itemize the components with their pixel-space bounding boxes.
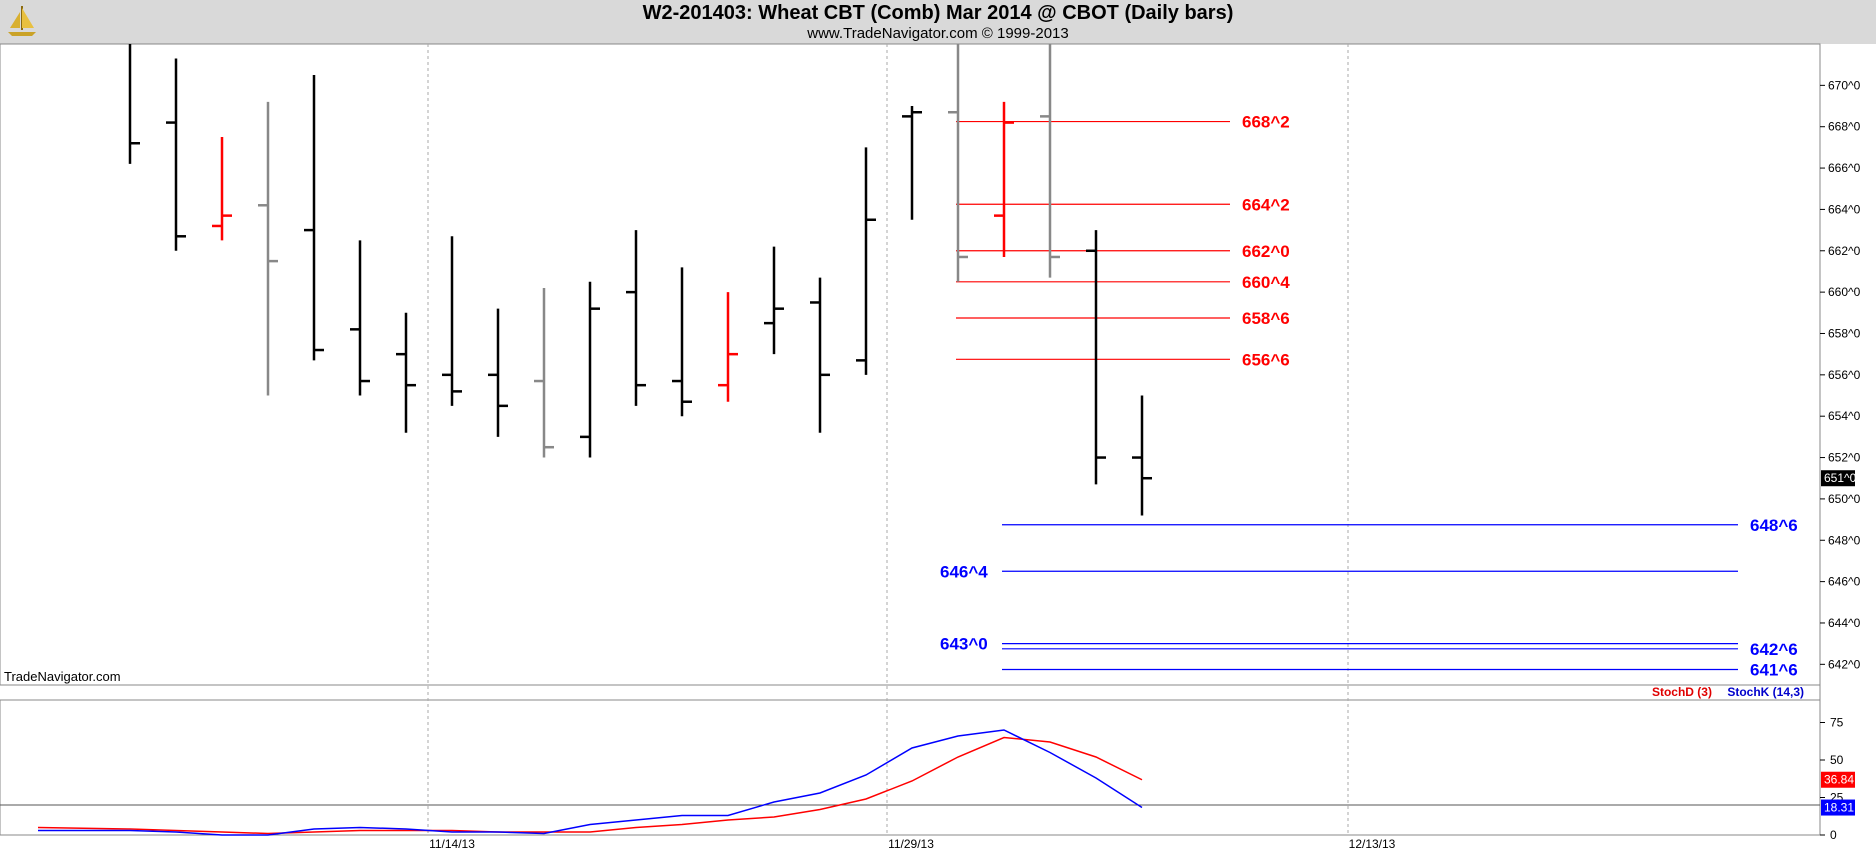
resistance-label: 662^0 — [1242, 242, 1290, 261]
y-tick-label: 654^0 — [1828, 409, 1861, 423]
stochk-legend: StochK (14,3) — [1727, 685, 1804, 699]
stoch-series-line — [37, 736, 1143, 835]
ind-last-value-tag — [1821, 799, 1855, 816]
resistance-label: 668^2 — [1242, 113, 1290, 132]
x-tick-label: 11/29/13 — [888, 837, 934, 851]
y-tick-label: 668^0 — [1828, 120, 1861, 134]
ind-y-tick-label: 0 — [1830, 828, 1837, 842]
stochd-legend: StochD (3) — [1651, 685, 1712, 699]
header-bar: W2-201403: Wheat CBT (Comb) Mar 2014 @ C… — [0, 0, 1876, 44]
chart-title: W2-201403: Wheat CBT (Comb) Mar 2014 @ C… — [642, 2, 1234, 24]
x-tick-label: 12/13/13 — [1349, 837, 1396, 851]
y-tick-label: 666^0 — [1828, 161, 1861, 175]
stoch-series-line — [38, 729, 1143, 836]
price-panel — [0, 43, 1821, 686]
watermark: TradeNavigator.com — [4, 669, 121, 684]
chart-subtitle: www.TradeNavigator.com © 1999-2013 — [807, 25, 1069, 42]
y-tick-label: 662^0 — [1828, 244, 1861, 258]
indicator-legend: StochD (3) StochK (14,3) — [1652, 685, 1804, 699]
last-price-label: 651^0 — [1824, 471, 1857, 485]
resistance-label: 658^6 — [1242, 309, 1290, 328]
y-tick-label: 648^0 — [1828, 533, 1861, 547]
y-tick-label: 650^0 — [1828, 492, 1861, 506]
y-tick-label: 644^0 — [1828, 616, 1861, 630]
resistance-label: 660^4 — [1242, 273, 1290, 292]
y-tick-label: 670^0 — [1828, 78, 1861, 92]
ind-y-tick-label: 75 — [1830, 716, 1844, 730]
ind-y-tick-label: 50 — [1830, 753, 1844, 767]
y-tick-label: 658^0 — [1828, 326, 1861, 340]
support-label: 648^6 — [1750, 516, 1798, 535]
ind-last-value-tag — [1821, 771, 1855, 788]
y-tick-label: 642^0 — [1828, 657, 1861, 671]
y-tick-label: 656^0 — [1828, 368, 1861, 382]
support-label: 643^0 — [940, 635, 988, 654]
ind-last-value-label: 18.31 — [1824, 801, 1854, 815]
resistance-label: 656^6 — [1242, 350, 1290, 369]
last-price-tag — [1821, 470, 1855, 487]
y-tick-label: 660^0 — [1828, 285, 1861, 299]
tradenavigator-logo-icon — [8, 6, 36, 36]
resistance-label: 664^2 — [1242, 195, 1290, 214]
x-tick-label: 11/14/13 — [429, 837, 475, 851]
y-tick-label: 646^0 — [1828, 575, 1861, 589]
support-label: 646^4 — [940, 562, 988, 581]
support-label: 641^6 — [1750, 660, 1798, 679]
y-tick-label: 664^0 — [1828, 202, 1861, 216]
ind-last-value-label: 36.84 — [1824, 773, 1854, 787]
y-tick-label: 652^0 — [1828, 451, 1861, 465]
indicator-panel — [0, 699, 1821, 836]
support-label: 642^6 — [1750, 640, 1798, 659]
